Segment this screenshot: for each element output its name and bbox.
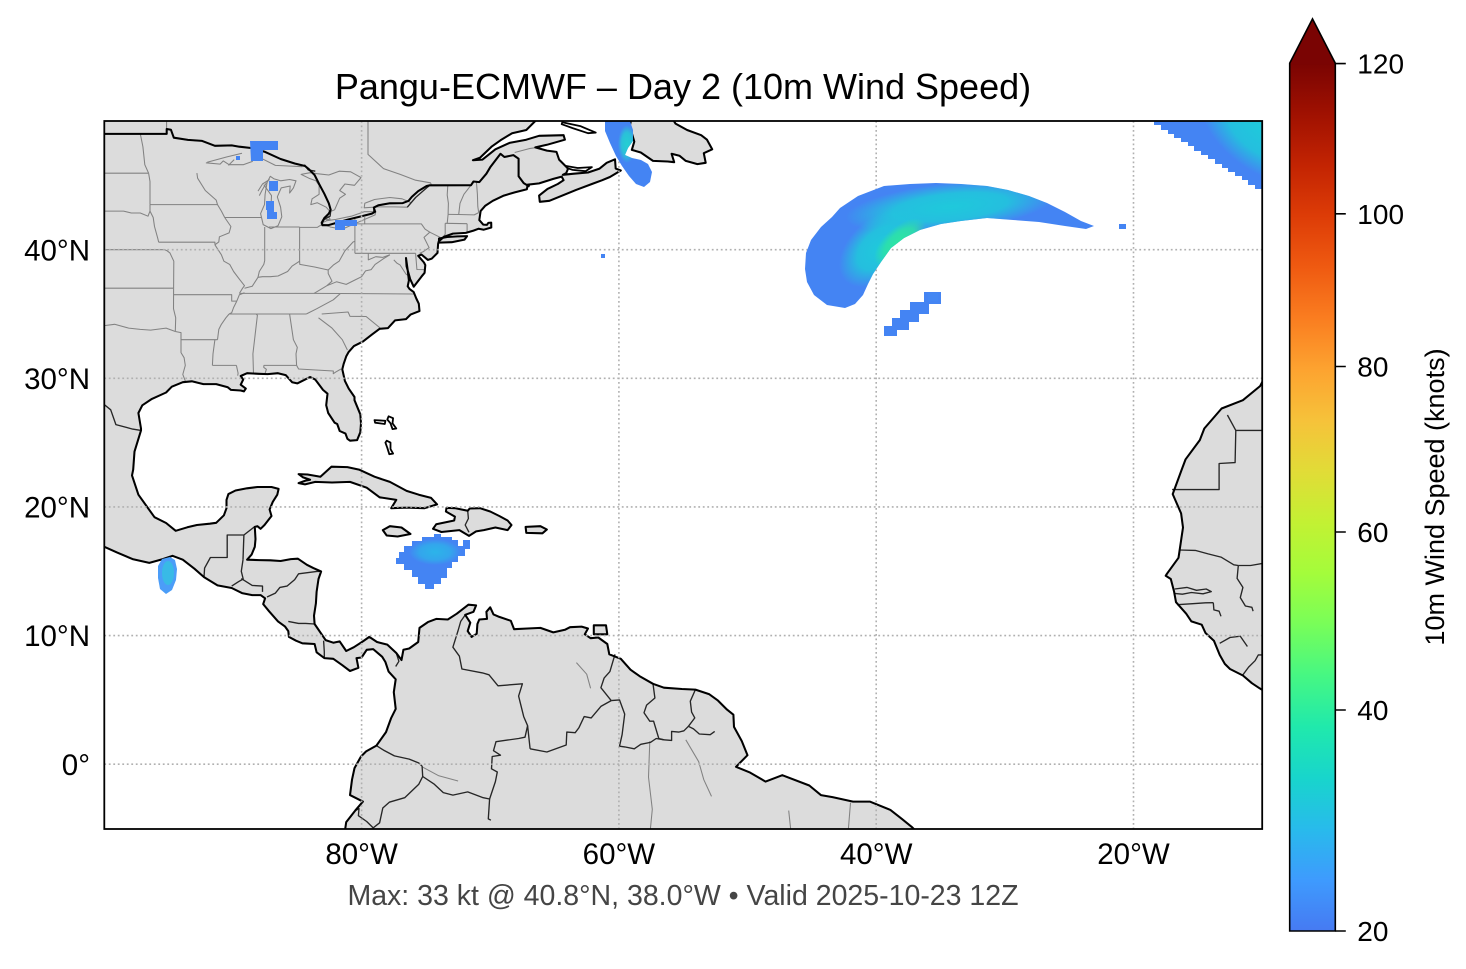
svg-text:40: 40 [1357,695,1388,726]
svg-text:20: 20 [1357,916,1388,947]
svg-text:20°W: 20°W [1097,838,1170,871]
svg-text:10°N: 10°N [24,620,90,653]
svg-text:0°: 0° [62,749,90,782]
svg-text:30°N: 30°N [24,363,90,396]
svg-text:80°W: 80°W [325,838,398,871]
svg-text:120: 120 [1357,49,1404,80]
svg-text:100: 100 [1357,199,1404,230]
svg-text:40°W: 40°W [840,838,913,871]
svg-text:60: 60 [1357,517,1388,548]
svg-text:Pangu-ECMWF – Day 2 (10m Wind: Pangu-ECMWF – Day 2 (10m Wind Speed) [335,66,1031,107]
svg-text:40°N: 40°N [24,234,90,267]
svg-text:10m Wind Speed (knots): 10m Wind Speed (knots) [1420,348,1450,645]
svg-text:60°W: 60°W [583,838,656,871]
svg-text:80: 80 [1357,352,1388,383]
svg-text:20°N: 20°N [24,492,90,525]
svg-text:Max: 33 kt @ 40.8°N, 38.0°W •: Max: 33 kt @ 40.8°N, 38.0°W • Valid 2025… [347,880,1018,912]
